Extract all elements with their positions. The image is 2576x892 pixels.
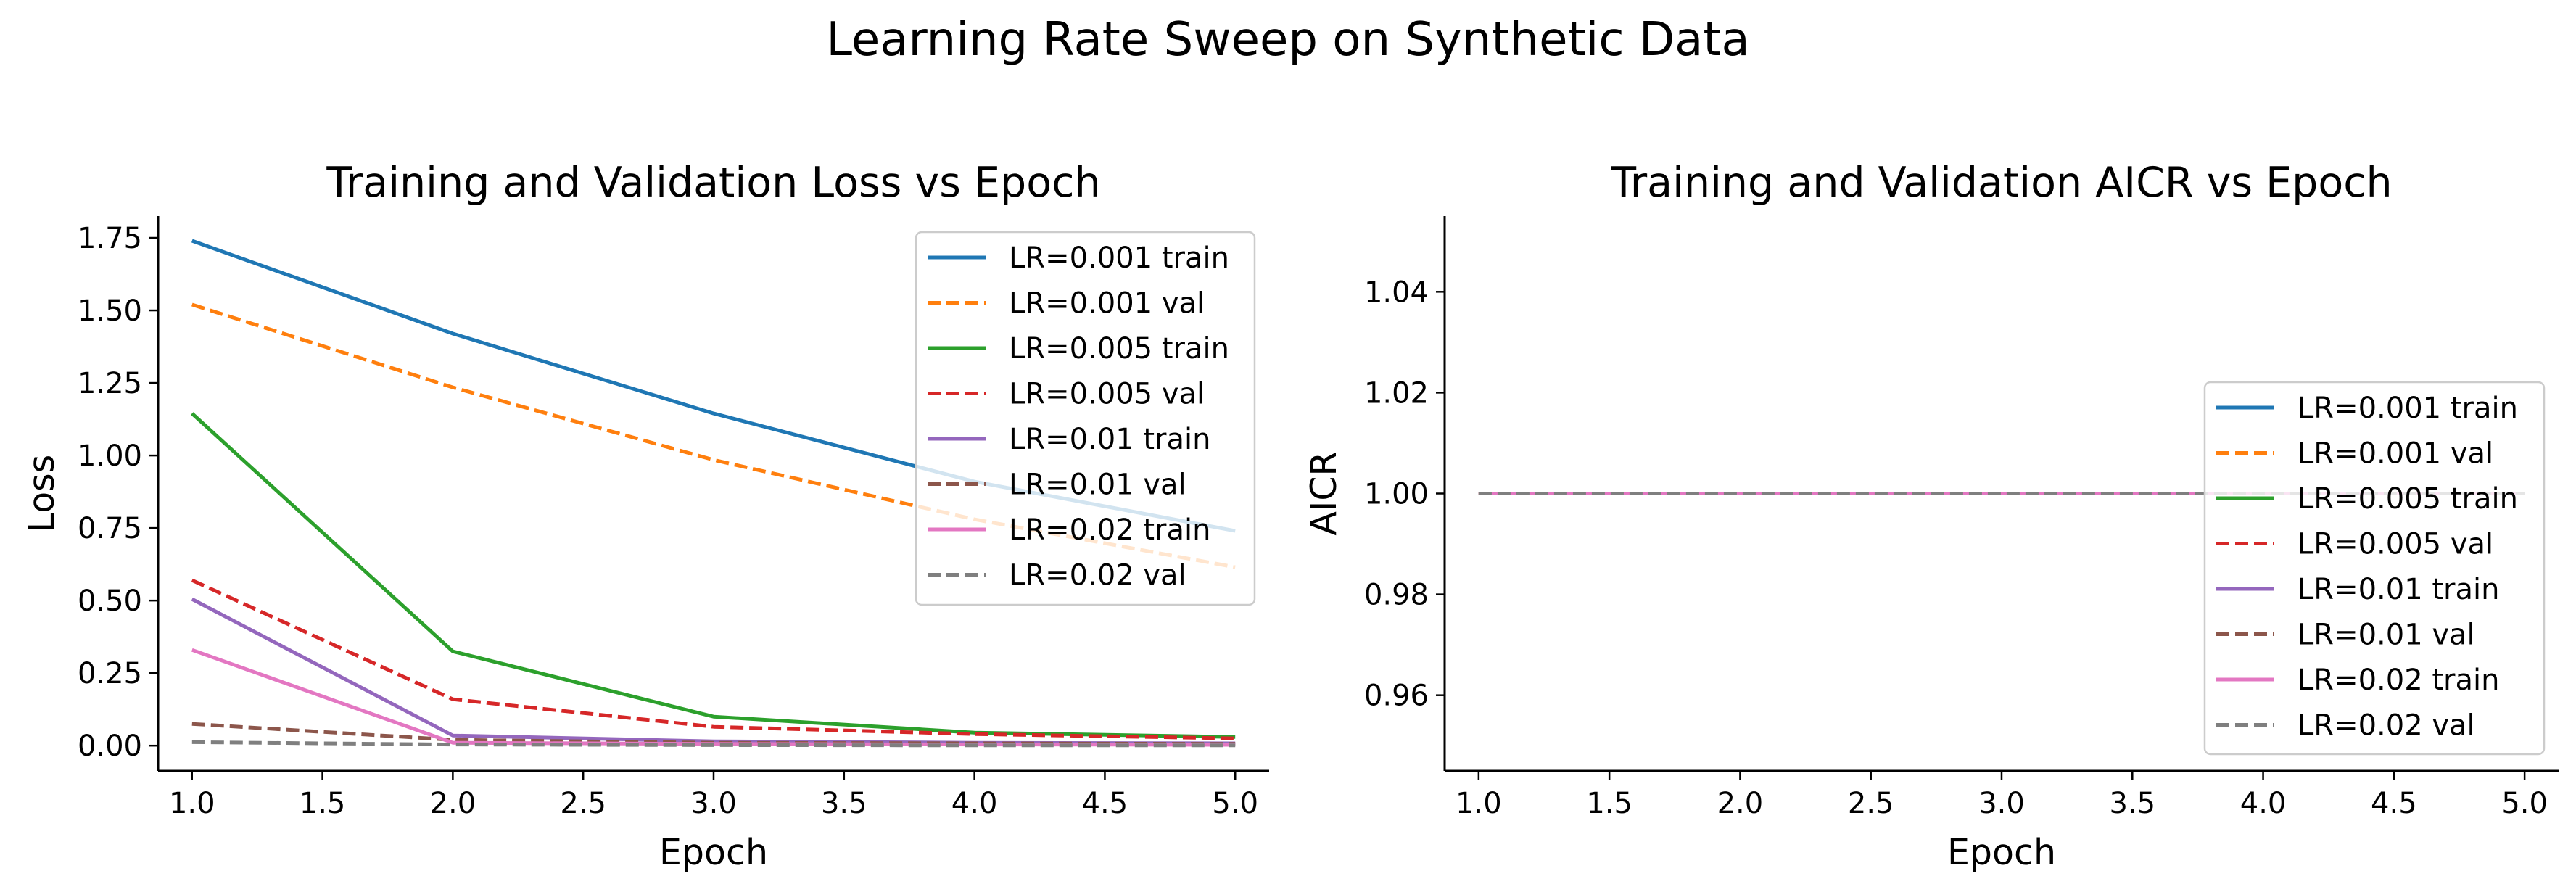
legend-label-lr-0-01-train: LR=0.01 train xyxy=(1009,423,1210,456)
legend: LR=0.001 train LR=0.001 val LR=0.005 train… xyxy=(2203,381,2546,756)
y-tick-label: 0.50 xyxy=(78,585,142,618)
y-tick-label: 0.75 xyxy=(78,512,142,545)
y-axis-label: AICR xyxy=(1303,451,1345,535)
legend-frame xyxy=(2203,381,2546,756)
legend-label-lr-0-001-train: LR=0.001 train xyxy=(1009,241,1229,275)
series-line-lr-0-001-val xyxy=(191,302,1236,569)
x-tick-label: 4.0 xyxy=(951,787,998,820)
legend-label-lr-0-02-val: LR=0.02 val xyxy=(2298,709,2475,743)
legend-label-lr-0-01-train: LR=0.01 train xyxy=(2298,573,2499,606)
x-tick-label: 1.5 xyxy=(300,787,346,820)
figure-title: Learning Rate Sweep on Synthetic Data xyxy=(826,13,1749,67)
y-tick-label: 0.25 xyxy=(78,657,142,690)
x-axis-label: Epoch xyxy=(1947,832,2056,873)
series-line-lr-0-02-val xyxy=(191,740,1236,748)
legend: LR=0.001 train LR=0.001 val LR=0.005 train… xyxy=(915,231,1256,606)
legend-label-lr-0-001-train: LR=0.001 train xyxy=(2298,392,2518,425)
x-tick-label: 2.5 xyxy=(560,787,606,820)
legend-label-lr-0-02-train: LR=0.02 train xyxy=(1009,513,1210,547)
legend-label-lr-0-01-val: LR=0.01 val xyxy=(2298,619,2475,652)
x-tick-label: 1.0 xyxy=(1456,787,1502,820)
x-tick-label: 2.0 xyxy=(1717,787,1764,820)
legend-label-lr-0-005-train: LR=0.005 train xyxy=(1009,332,1229,366)
legend-label-lr-0-001-val: LR=0.001 val xyxy=(2298,437,2493,471)
x-tick-label: 3.0 xyxy=(1978,787,2025,820)
y-tick-label: 0.96 xyxy=(1364,680,1429,713)
y-tick-label: 1.75 xyxy=(78,222,142,255)
y-axis-label: Loss xyxy=(21,455,62,532)
x-tick-label: 2.5 xyxy=(1848,787,1894,820)
panel-title: Training and Validation Loss vs Epoch xyxy=(326,159,1100,207)
y-tick-label: 1.25 xyxy=(78,367,142,400)
x-axis-label: Epoch xyxy=(659,832,768,873)
x-tick-label: 5.0 xyxy=(2501,787,2548,820)
legend-label-lr-0-001-val: LR=0.001 val xyxy=(1009,287,1205,321)
x-tick-label: 4.5 xyxy=(1082,787,1128,820)
series-line-lr-0-005-val xyxy=(191,578,1236,740)
y-tick-label: 1.02 xyxy=(1364,376,1429,410)
legend-label-lr-0-01-val: LR=0.01 val xyxy=(1009,468,1186,502)
y-tick-label: 1.00 xyxy=(1364,478,1429,511)
x-tick-label: 1.0 xyxy=(169,787,215,820)
legend-label-lr-0-02-val: LR=0.02 val xyxy=(1009,559,1186,592)
panel-title: Training and Validation AICR vs Epoch xyxy=(1610,159,2392,207)
x-tick-label: 1.5 xyxy=(1586,787,1632,820)
x-tick-label: 4.5 xyxy=(2371,787,2417,820)
legend-label-lr-0-005-val: LR=0.005 val xyxy=(1009,378,1205,411)
x-tick-label: 3.5 xyxy=(821,787,867,820)
y-tick-label: 1.04 xyxy=(1364,276,1429,309)
legend-label-lr-0-005-train: LR=0.005 train xyxy=(2298,482,2518,516)
x-tick-label: 2.0 xyxy=(430,787,476,820)
y-tick-label: 1.00 xyxy=(78,439,142,473)
y-tick-label: 0.98 xyxy=(1364,579,1429,612)
aicr-panel: Training and Validation AICR vs Epoch 1.0… xyxy=(1303,159,2559,873)
y-tick-label: 1.50 xyxy=(78,294,142,328)
x-tick-label: 5.0 xyxy=(1212,787,1258,820)
loss-panel: Training and Validation Loss vs Epoch 1.0… xyxy=(21,159,1269,873)
legend-frame xyxy=(915,231,1256,606)
y-tick-label: 0.00 xyxy=(78,730,142,763)
legend-label-lr-0-02-train: LR=0.02 train xyxy=(2298,664,2499,697)
legend-label-lr-0-005-val: LR=0.005 val xyxy=(2298,528,2493,561)
x-tick-label: 3.0 xyxy=(690,787,737,820)
x-tick-label: 4.0 xyxy=(2240,787,2287,820)
x-tick-label: 3.5 xyxy=(2109,787,2155,820)
